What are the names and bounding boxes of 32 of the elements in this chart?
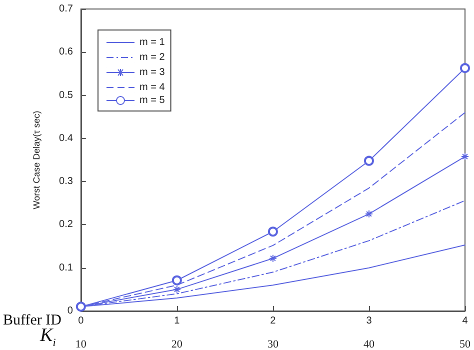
x-tick-label: 3 xyxy=(366,316,372,326)
legend-label: m = 3 xyxy=(140,67,166,78)
legend-label: m = 2 xyxy=(140,52,166,63)
y-tick-label: 0 xyxy=(67,306,74,316)
y-tick-label: 0.4 xyxy=(59,132,74,144)
x-tick-label: 0 xyxy=(78,316,84,326)
x-tick-label: 2 xyxy=(270,316,276,326)
y-tick-label: 0.2 xyxy=(59,219,74,230)
x2-tick-label: 40 xyxy=(363,338,375,350)
y-axis-title: Worst Case Delay(τ sec) xyxy=(31,110,42,210)
x2-tick-label: 10 xyxy=(75,338,87,350)
point xyxy=(172,275,182,286)
y-tick-label: 0.3 xyxy=(59,176,74,188)
point xyxy=(172,285,181,294)
y-tick-label: 0.6 xyxy=(59,46,74,58)
legend-label: m = 4 xyxy=(140,82,166,93)
point xyxy=(364,156,374,166)
y-tick-label: 0.7 xyxy=(59,4,74,14)
x-tick-label: 1 xyxy=(174,316,180,326)
point xyxy=(268,226,278,237)
point xyxy=(461,152,469,161)
y-tick-label: 0.1 xyxy=(59,262,74,274)
legend-label: m = 5 xyxy=(140,95,166,106)
x2-tick-label: 30 xyxy=(267,338,279,350)
point xyxy=(268,254,277,262)
point xyxy=(364,210,373,218)
point xyxy=(460,63,470,74)
y-tick-label: 0.5 xyxy=(59,90,74,101)
x-tick-label: 4 xyxy=(462,316,468,326)
x2-tick-label: 20 xyxy=(171,338,183,350)
x2-tick-label: 50 xyxy=(460,338,471,350)
legend-label: m = 1 xyxy=(140,37,166,48)
